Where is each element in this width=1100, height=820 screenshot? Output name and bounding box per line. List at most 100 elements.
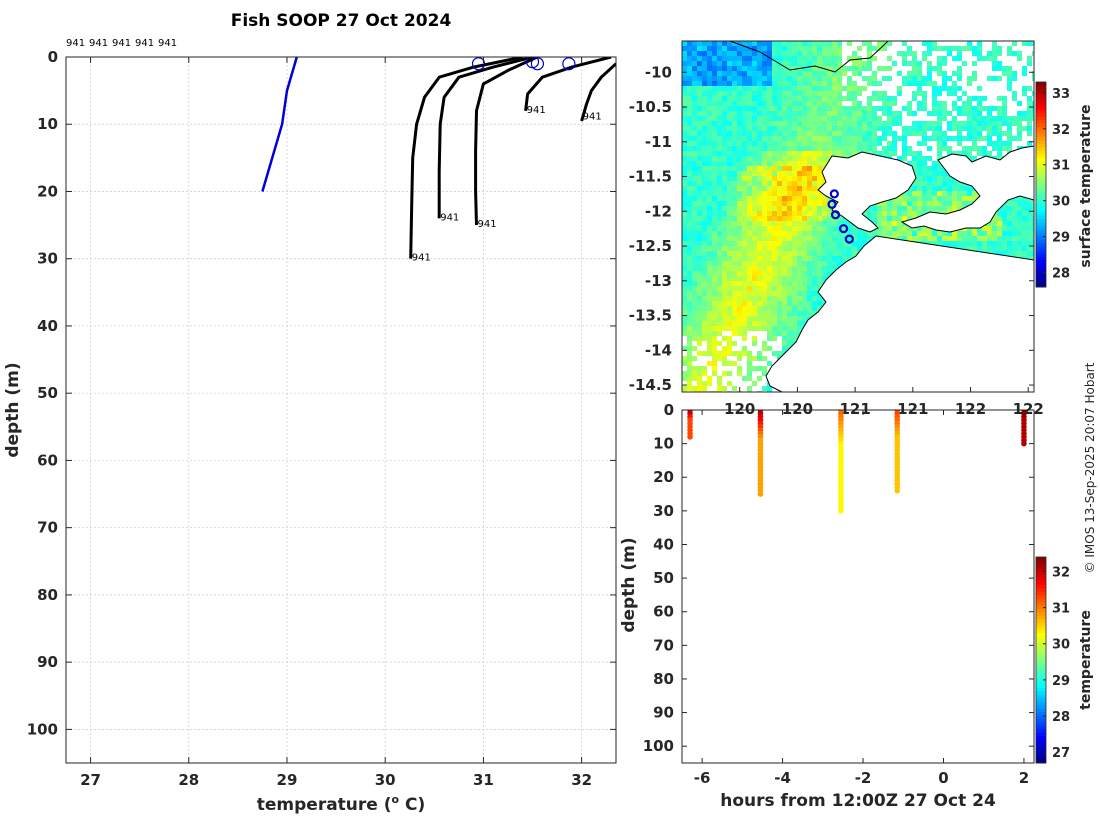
sst-cell	[792, 331, 798, 337]
sst-cell	[967, 106, 973, 112]
sst-cell	[772, 231, 778, 237]
sst-cell	[862, 131, 868, 137]
sst-cell	[877, 116, 883, 122]
sst-cell	[717, 351, 723, 357]
sst-cell	[697, 366, 703, 372]
sst-cell	[702, 281, 708, 287]
sst-cell	[1027, 246, 1033, 252]
sst-cell	[687, 126, 693, 132]
sst-cell	[807, 206, 813, 212]
sst-cell	[912, 206, 918, 212]
sst-cell	[862, 86, 868, 92]
sst-cell	[817, 101, 823, 107]
sst-cell	[812, 276, 818, 282]
sst-cell	[762, 256, 768, 262]
sst-cell	[807, 76, 813, 82]
sst-cell	[712, 311, 718, 317]
sst-cell	[782, 61, 788, 67]
sst-cell	[962, 71, 968, 77]
sst-cell	[687, 81, 693, 87]
sst-cell	[692, 226, 698, 232]
sst-cell	[772, 281, 778, 287]
sst-cell	[812, 281, 818, 287]
sst-cell	[1032, 126, 1034, 132]
sst-cell	[947, 56, 953, 62]
sst-cell	[807, 226, 813, 232]
sst-cell	[997, 216, 1003, 222]
sst-cell	[927, 71, 933, 77]
sst-cell	[682, 111, 688, 117]
sst-cell	[727, 246, 733, 252]
sst-cell	[1007, 211, 1013, 217]
sst-cell	[722, 201, 728, 207]
sst-cell	[692, 276, 698, 282]
sst-cell	[972, 71, 978, 77]
sst-cell	[862, 46, 868, 52]
sst-cell	[832, 251, 838, 257]
sst-cell	[797, 56, 803, 62]
sst-cell	[817, 176, 823, 182]
sst-cell	[697, 141, 703, 147]
sst-cell	[902, 116, 908, 122]
sst-cell	[772, 161, 778, 167]
sst-cell	[902, 121, 908, 127]
sst-cell	[887, 211, 893, 217]
sst-cell	[697, 246, 703, 252]
sst-cell	[872, 86, 878, 92]
sst-cell	[787, 241, 793, 247]
sst-cell	[937, 141, 943, 147]
sst-cell	[767, 131, 773, 137]
sst-cell	[872, 146, 878, 152]
sst-cell	[912, 91, 918, 97]
sst-cell	[842, 51, 848, 57]
sst-cell	[807, 56, 813, 62]
sst-cell	[927, 121, 933, 127]
sst-cell	[977, 51, 983, 57]
sst-cell	[942, 136, 948, 142]
sst-cell	[757, 86, 763, 92]
sst-cell	[747, 221, 753, 227]
sst-cell	[867, 206, 873, 212]
sst-cell	[727, 186, 733, 192]
sst-cell	[682, 216, 688, 222]
sst-cell	[732, 211, 738, 217]
sst-cell	[712, 136, 718, 142]
sst-cell	[772, 236, 778, 242]
sst-cell	[892, 121, 898, 127]
sst-cell	[727, 211, 733, 217]
sst-cell	[997, 86, 1003, 92]
sst-cell	[907, 161, 913, 167]
sst-cell	[697, 81, 703, 87]
sst-cell	[817, 141, 823, 147]
sst-cell	[727, 131, 733, 137]
sst-cell	[892, 151, 898, 157]
sst-cell	[762, 231, 768, 237]
sst-cell	[792, 306, 798, 312]
sst-cell	[772, 91, 778, 97]
sst-cell	[837, 91, 843, 97]
sst-cell	[857, 101, 863, 107]
sst-cell	[727, 276, 733, 282]
sst-cell	[692, 106, 698, 112]
sst-cell	[687, 371, 693, 377]
sst-cell	[922, 141, 928, 147]
sst-cell	[887, 106, 893, 112]
sst-cell	[682, 316, 688, 322]
sst-cell	[812, 91, 818, 97]
sst-cell	[802, 176, 808, 182]
sst-cell	[1022, 101, 1028, 107]
sst-cell	[687, 316, 693, 322]
sst-cell	[907, 191, 913, 197]
profile-y-tick-label: 20	[37, 182, 58, 200]
sst-cell	[1012, 146, 1018, 152]
sst-cell	[947, 106, 953, 112]
sst-cell	[722, 66, 728, 72]
sst-cell	[747, 186, 753, 192]
sst-cell	[837, 236, 843, 242]
sst-cell	[747, 111, 753, 117]
sst-cell	[747, 211, 753, 217]
sst-cell	[997, 136, 1003, 142]
sst-cell	[827, 41, 833, 47]
sst-cell	[732, 251, 738, 257]
sst-cell	[692, 361, 698, 367]
